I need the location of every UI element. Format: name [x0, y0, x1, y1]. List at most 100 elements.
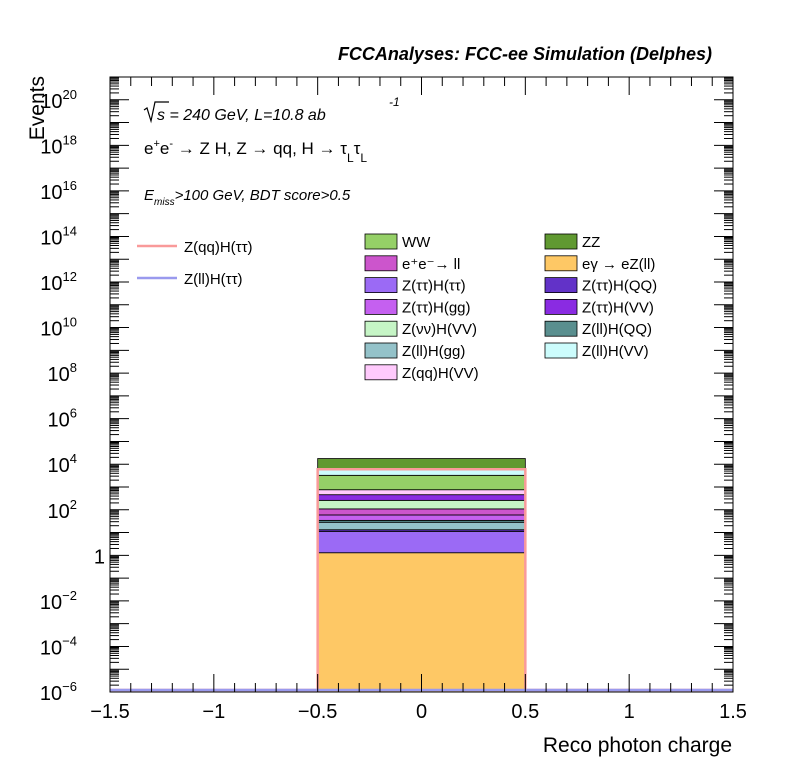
y-tick-label: 1020: [40, 87, 77, 113]
svg-text:s = 240 GeV, L=10.8 ab: s = 240 GeV, L=10.8 ab: [157, 107, 326, 124]
y-tick-label: 1018: [40, 132, 77, 158]
y-tick-exponent: 18: [63, 132, 77, 147]
process-tau2: τ: [354, 139, 361, 158]
legend-label: WW: [402, 234, 431, 251]
process-tau2-sub: L: [360, 151, 367, 165]
cut-emiss: E: [144, 187, 155, 204]
cut-text: >100 GeV, BDT score>0.5: [175, 187, 351, 204]
y-tick-base: 10: [40, 637, 62, 659]
legend-label: Z(ττ)H(QQ): [582, 278, 657, 295]
stack-bar-5: [317, 514, 526, 521]
y-tick-label: 1010: [40, 315, 77, 341]
legend-label: Z(νν)H(VV): [402, 321, 477, 338]
legend-label: Z(ll)H(QQ): [582, 321, 652, 338]
process-tau1-sub: L: [347, 151, 354, 165]
legend-label: Z(ττ)H(ττ): [402, 278, 466, 295]
cut-emiss-sub: miss: [154, 197, 175, 208]
legend-swatch: [364, 277, 398, 294]
stack-bar-7: [317, 499, 526, 510]
stack-bar-8: [317, 494, 526, 501]
y-tick-label: 104: [48, 451, 77, 477]
legend-swatch: [544, 342, 578, 359]
stack-bar-12: [317, 458, 526, 471]
x-tick-labels: −1.5 −1 −0.5 0 0.5 1 1.5: [90, 701, 747, 723]
y-tick-labels: 102010181016101410121010108106104102110−…: [40, 87, 105, 705]
process-e2: e: [160, 139, 169, 158]
background-legend: WW ZZ e⁺e⁻→ ll eγ → eZ(ll) Z(ττ)H(ττ) Z(ττ)H(…: [364, 233, 657, 382]
y-tick-label: 10−2: [40, 588, 77, 614]
stack-bar-0: [317, 552, 526, 693]
y-tick-base: 10: [48, 455, 70, 477]
x-tick-label: 0.5: [511, 701, 539, 723]
y-tick-exponent: 12: [63, 269, 77, 284]
y-tick-exponent: −2: [62, 588, 77, 603]
x-tick-label: −1: [202, 701, 225, 723]
legend-swatch: [364, 298, 398, 315]
legend-label: Z(qq)H(VV): [402, 365, 479, 382]
y-tick-base: 1: [94, 546, 105, 568]
legend-swatch: [364, 233, 398, 250]
y-tick-exponent: 16: [63, 178, 77, 193]
y-tick-base: 10: [40, 227, 62, 249]
process-annotation: e+e- → Z H, Z → qq, H → τLτL: [144, 138, 367, 165]
axis-ticks: [109, 77, 734, 693]
legend-label: Z(ττ)H(VV): [582, 299, 654, 316]
svg-text:Emiss>100 GeV, BDT score>0.5: Emiss>100 GeV, BDT score>0.5: [144, 187, 351, 208]
legend-label: Z(ll)H(gg): [402, 343, 465, 360]
energy-lumi-text: = 240 GeV, L=10.8 ab: [165, 107, 326, 124]
y-tick-label: 1012: [40, 269, 77, 295]
stack-bar-1: [317, 530, 526, 554]
stack-bar-10: [317, 474, 526, 491]
x-tick-label: 1.5: [719, 701, 747, 723]
y-tick-exponent: 4: [70, 451, 77, 466]
legend-swatch: [544, 233, 578, 250]
x-tick-label: −1.5: [90, 701, 129, 723]
svg-text:e+e- → Z H, Z → qq, H → τLτ: e+e- → Z H, Z → qq, H → τLτL: [144, 138, 367, 165]
y-tick-label: 10−6: [40, 679, 77, 705]
y-tick-base: 10: [40, 592, 62, 614]
legend-line-label: Z(qq)H(ττ): [184, 239, 253, 256]
legend-swatch: [364, 320, 398, 337]
y-tick-exponent: 6: [70, 406, 77, 421]
process-e1-sup: +: [153, 138, 159, 150]
legend-swatch: [544, 277, 578, 294]
stack-bar-9: [317, 489, 526, 496]
legend-swatch: [364, 255, 398, 272]
legend-label: Z(ττ)H(gg): [402, 299, 471, 316]
y-tick-label: 102: [48, 497, 77, 523]
process-e1: e: [144, 139, 153, 158]
y-tick-base: 10: [48, 501, 70, 523]
legend-swatch: [544, 298, 578, 315]
process-e2-sup: -: [169, 138, 173, 150]
legend-line-label: Z(ll)H(ττ): [184, 271, 243, 288]
y-tick-label: 106: [48, 406, 77, 432]
cut-annotation: Emiss>100 GeV, BDT score>0.5: [144, 187, 351, 208]
stack-bar-3: [317, 521, 526, 531]
y-tick-base: 10: [48, 410, 70, 432]
y-tick-base: 10: [40, 273, 62, 295]
y-tick-label: 108: [48, 360, 77, 386]
plot-header: FCCAnalyses: FCC-ee Simulation (Delphes): [338, 44, 712, 64]
signal-legend: Z(qq)H(ττ) Z(ll)H(ττ): [137, 239, 253, 288]
legend-label: e⁺e⁻→ ll: [402, 256, 460, 273]
sqrt-s-label: s: [157, 107, 165, 124]
x-tick-label: −0.5: [298, 701, 337, 723]
y-tick-label: 1014: [40, 223, 77, 249]
y-tick-exponent: 8: [70, 360, 77, 375]
legend-label: eγ → eZ(ll): [582, 256, 655, 273]
y-tick-label: 1: [94, 546, 105, 568]
y-tick-base: 10: [40, 136, 62, 158]
y-tick-exponent: −6: [62, 679, 77, 694]
legend-label: Z(ll)H(VV): [582, 343, 649, 360]
y-tick-exponent: 14: [63, 223, 77, 238]
stack-bar-6: [317, 508, 526, 516]
y-tick-label: 10−4: [40, 633, 77, 659]
y-tick-exponent: 2: [70, 497, 77, 512]
y-tick-label: 1016: [40, 178, 77, 204]
legend-label: ZZ: [582, 234, 600, 251]
legend-swatch: [544, 255, 578, 272]
legend-swatch: [544, 320, 578, 337]
process-chain: → Z H, Z → qq, H → τ: [173, 139, 347, 158]
